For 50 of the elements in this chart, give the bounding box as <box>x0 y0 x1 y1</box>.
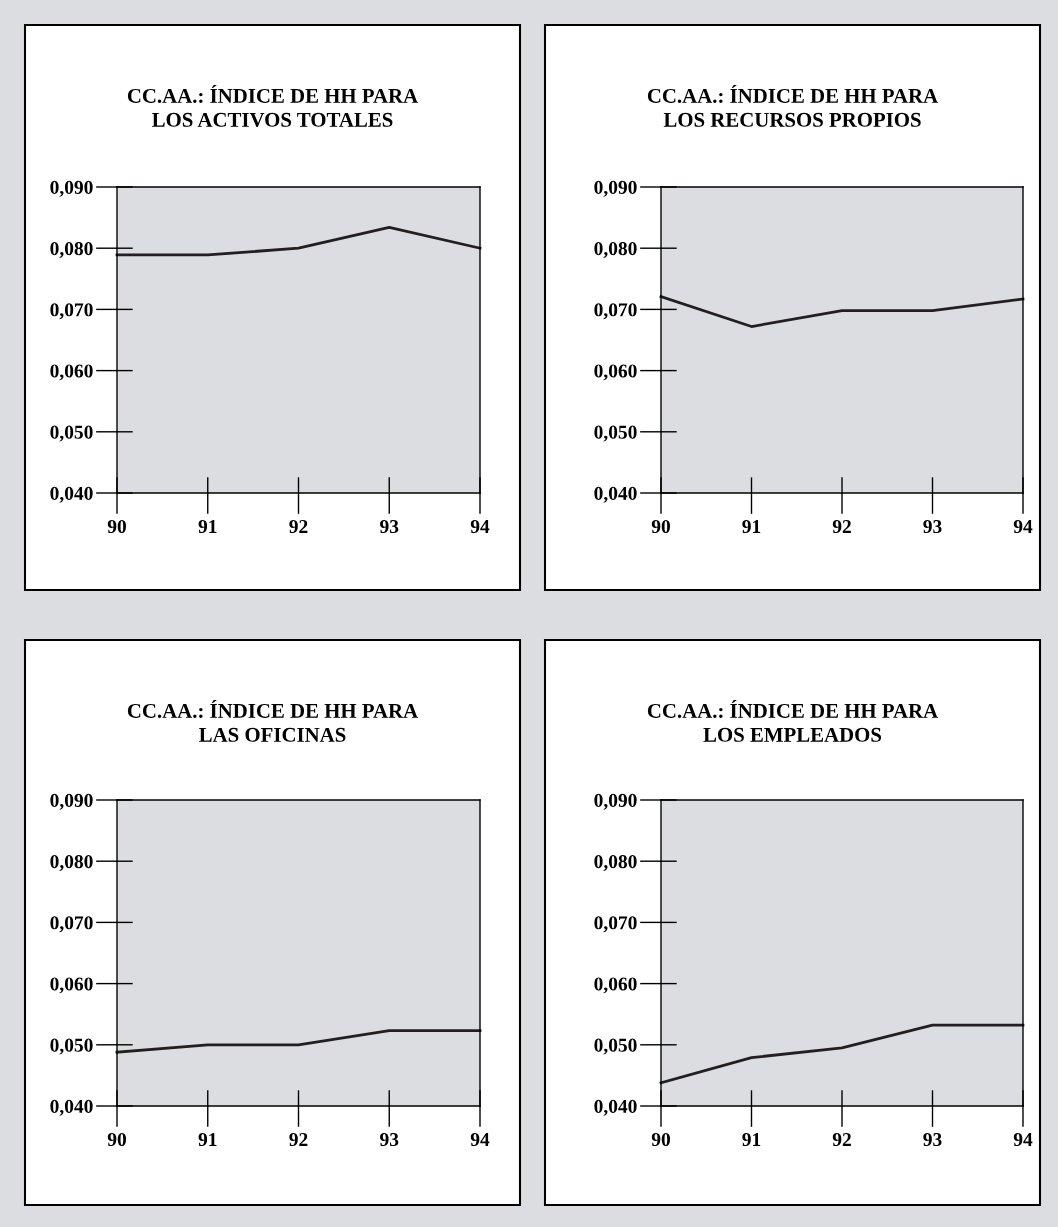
y-tick-label: 0,090 <box>50 793 93 810</box>
y-tick-label: 0,090 <box>50 180 93 197</box>
line-series <box>659 295 1025 328</box>
chart-title: CC.AA.: ÍNDICE DE HH PARA LAS OFICINAS <box>127 699 418 742</box>
x-tick-label: 94 <box>470 1133 490 1147</box>
y-tick-label: 0,050 <box>50 425 93 442</box>
x-tick-label: 93 <box>923 1133 942 1147</box>
y-tick-label: 0,060 <box>50 977 93 994</box>
y-tick-label: 0,070 <box>50 303 93 320</box>
y-tick-label: 0,080 <box>50 855 93 871</box>
chart-title: CC.AA.: ÍNDICE DE HH PARA LOS EMPLEADOS <box>647 699 938 742</box>
y-tick-label: 0,070 <box>50 916 93 933</box>
x-tick-label: 93 <box>380 520 399 534</box>
y-tick-label: 0,040 <box>594 486 637 503</box>
x-tick-label: 93 <box>923 520 942 534</box>
x-tick-label: 90 <box>107 1132 126 1147</box>
x-tick-label: 90 <box>107 519 126 534</box>
y-tick-label: 0,080 <box>594 242 637 258</box>
y-tick-label: 0,070 <box>594 303 637 320</box>
x-tick-label: 94 <box>470 520 490 534</box>
y-tick-label: 0,040 <box>594 1099 637 1116</box>
y-tick-label: 0,080 <box>50 242 93 258</box>
x-tick-label: 94 <box>1013 520 1033 534</box>
y-tick-label: 0,070 <box>594 916 637 933</box>
x-tick-label: 92 <box>832 1133 851 1147</box>
x-tick-label: 94 <box>1013 1133 1033 1147</box>
y-tick-label: 0,060 <box>50 364 93 381</box>
x-tick-label: 91 <box>198 1133 217 1147</box>
x-tick-label: 91 <box>742 520 761 534</box>
x-tick-label: 91 <box>198 520 217 534</box>
y-tick-label: 0,080 <box>594 855 637 871</box>
x-tick-label: 90 <box>651 519 670 534</box>
x-tick-label: 90 <box>651 1132 670 1147</box>
y-tick-label: 0,050 <box>50 1038 93 1055</box>
y-tick-label: 0,060 <box>594 364 637 381</box>
x-tick-label: 93 <box>380 1133 399 1147</box>
x-tick-label: 92 <box>289 1133 308 1147</box>
x-tick-label: 91 <box>742 1133 761 1147</box>
y-tick-label: 0,060 <box>594 977 637 994</box>
chart-title: CC.AA.: ÍNDICE DE HH PARA LOS RECURSOS PROPIOS <box>647 84 938 127</box>
y-tick-label: 0,090 <box>594 180 637 197</box>
chart-title: CC.AA.: ÍNDICE DE HH PARA LOS ACTIVOS TOTALES <box>127 84 418 127</box>
y-tick-label: 0,050 <box>594 1038 637 1055</box>
y-tick-label: 0,090 <box>594 793 637 810</box>
line-series <box>659 1023 1025 1085</box>
y-tick-label: 0,040 <box>50 486 93 503</box>
y-tick-label: 0,040 <box>50 1099 93 1116</box>
y-tick-label: 0,050 <box>594 425 637 442</box>
x-tick-label: 92 <box>289 520 308 534</box>
x-tick-label: 92 <box>832 520 851 534</box>
